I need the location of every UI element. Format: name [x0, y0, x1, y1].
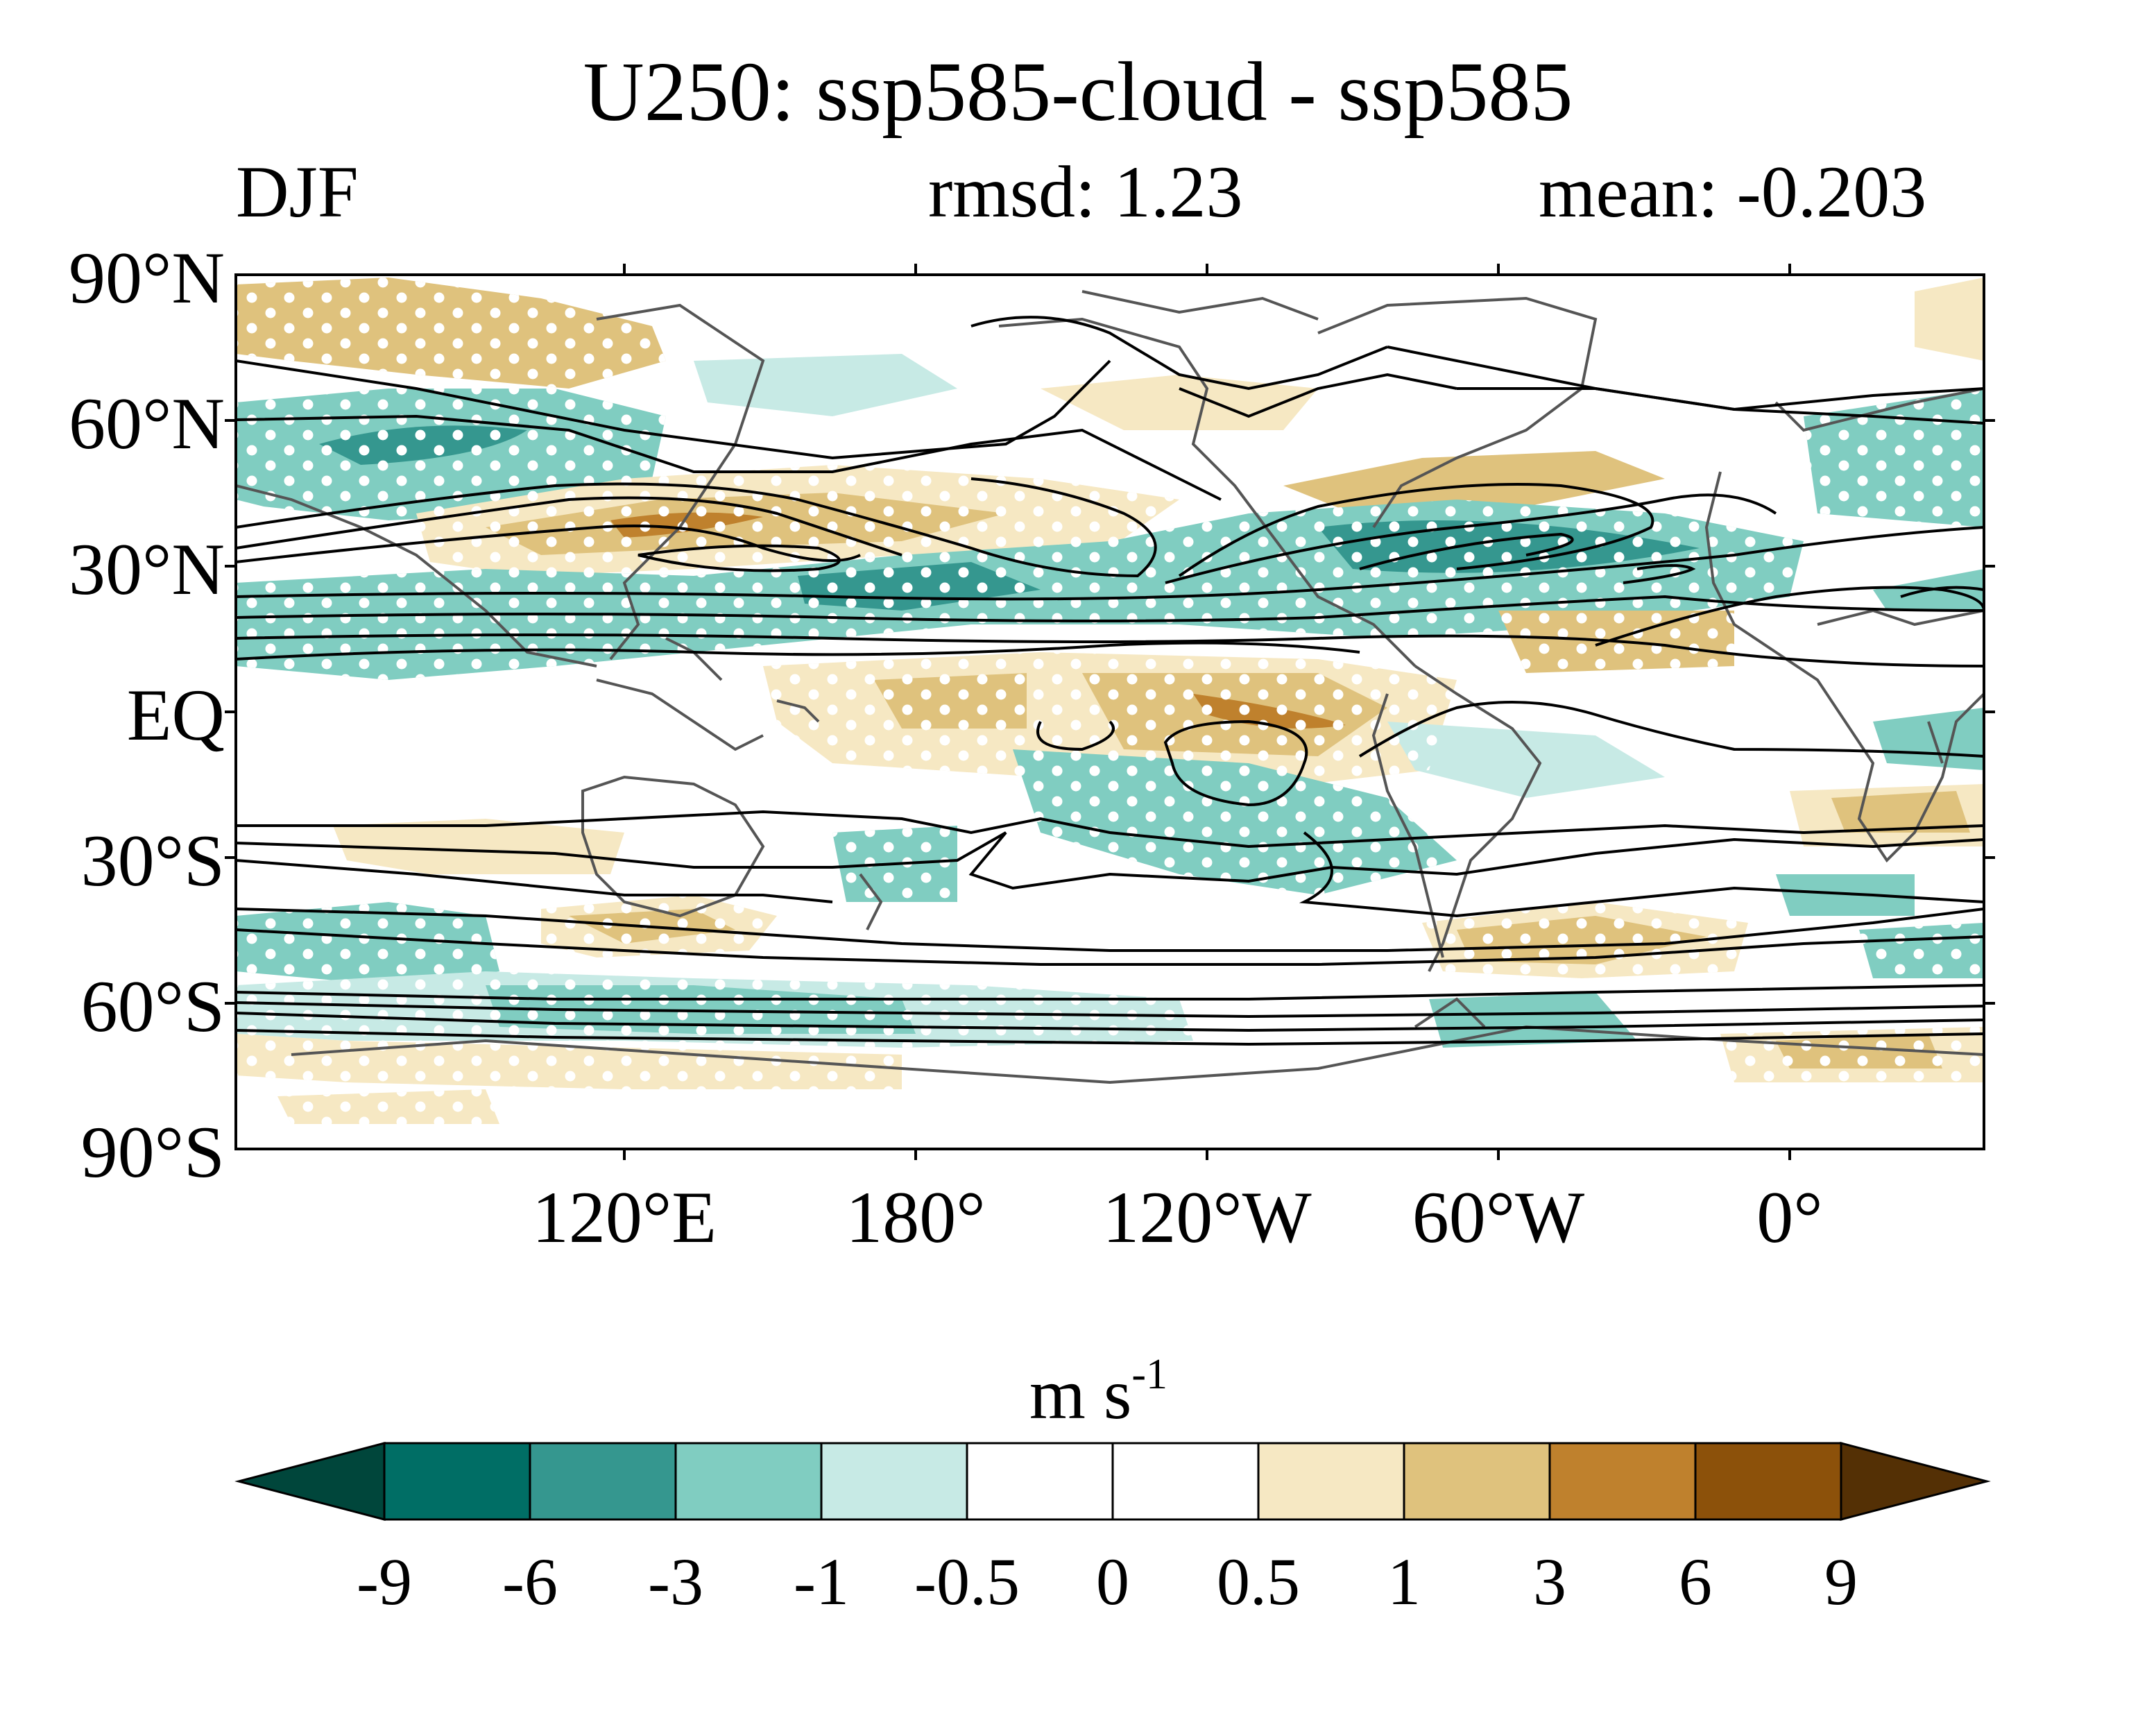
colorbar	[234, 1442, 1991, 1521]
lon-label-120e: 120°E	[531, 1177, 717, 1258]
lat-label-eq: EQ	[126, 674, 225, 756]
colorbar-tick-label: 1	[1387, 1544, 1421, 1619]
lat-label-90s: 90°S	[80, 1112, 225, 1193]
colorbar-box	[1111, 1442, 1260, 1521]
contour-layer	[236, 316, 1984, 1046]
tick-marks	[225, 264, 1995, 1160]
colorbar-box	[1548, 1442, 1697, 1521]
colorbar-box	[820, 1442, 968, 1521]
rmsd-label: rmsd: 1.23	[928, 151, 1243, 232]
figure-title: U250: ssp585-cloud - ssp585	[583, 45, 1573, 139]
season-label: DJF	[236, 151, 359, 232]
units-exponent: -1	[1131, 1351, 1168, 1398]
lat-label-30n: 30°N	[69, 529, 225, 610]
colorbar-box	[1403, 1442, 1551, 1521]
lat-label-60s: 60°S	[80, 966, 225, 1047]
colorbar-tick-label: 0	[1096, 1544, 1129, 1619]
units-main: m s	[1029, 1354, 1132, 1434]
colorbar-extend-high	[1840, 1442, 1991, 1521]
mean-label: mean: -0.203	[1539, 151, 1927, 232]
colorbar-tick-label: 3	[1533, 1544, 1566, 1619]
colorbar-box	[529, 1442, 677, 1521]
lon-label-0: 0°	[1756, 1177, 1823, 1258]
colorbar-tick-label: -3	[648, 1544, 703, 1619]
lat-label-30s: 30°S	[80, 820, 225, 901]
colorbar-tick-label: 0.5	[1217, 1544, 1300, 1619]
colorbar-box	[966, 1442, 1114, 1521]
lon-label-180: 180°	[846, 1177, 986, 1258]
colorbar-tick-label: -1	[794, 1544, 849, 1619]
colorbar-tick-label: 9	[1824, 1544, 1858, 1619]
colorbar-extend-low	[234, 1442, 386, 1521]
lon-label-120w: 120°W	[1102, 1177, 1312, 1258]
lat-label-60n: 60°N	[69, 383, 225, 464]
lon-label-60w: 60°W	[1412, 1177, 1585, 1258]
colorbar-box	[1257, 1442, 1405, 1521]
colorbar-tick-label: -6	[502, 1544, 558, 1619]
colorbar-tick-label: -0.5	[914, 1544, 1020, 1619]
colorbar-units: m s-1	[1029, 1353, 1167, 1431]
colorbar-tick-label: -9	[357, 1544, 412, 1619]
colorbar-tick-label: 6	[1679, 1544, 1712, 1619]
colorbar-box	[383, 1442, 531, 1521]
lat-label-90n: 90°N	[69, 237, 225, 318]
colorbar-box	[1694, 1442, 1842, 1521]
colorbar-box	[674, 1442, 823, 1521]
